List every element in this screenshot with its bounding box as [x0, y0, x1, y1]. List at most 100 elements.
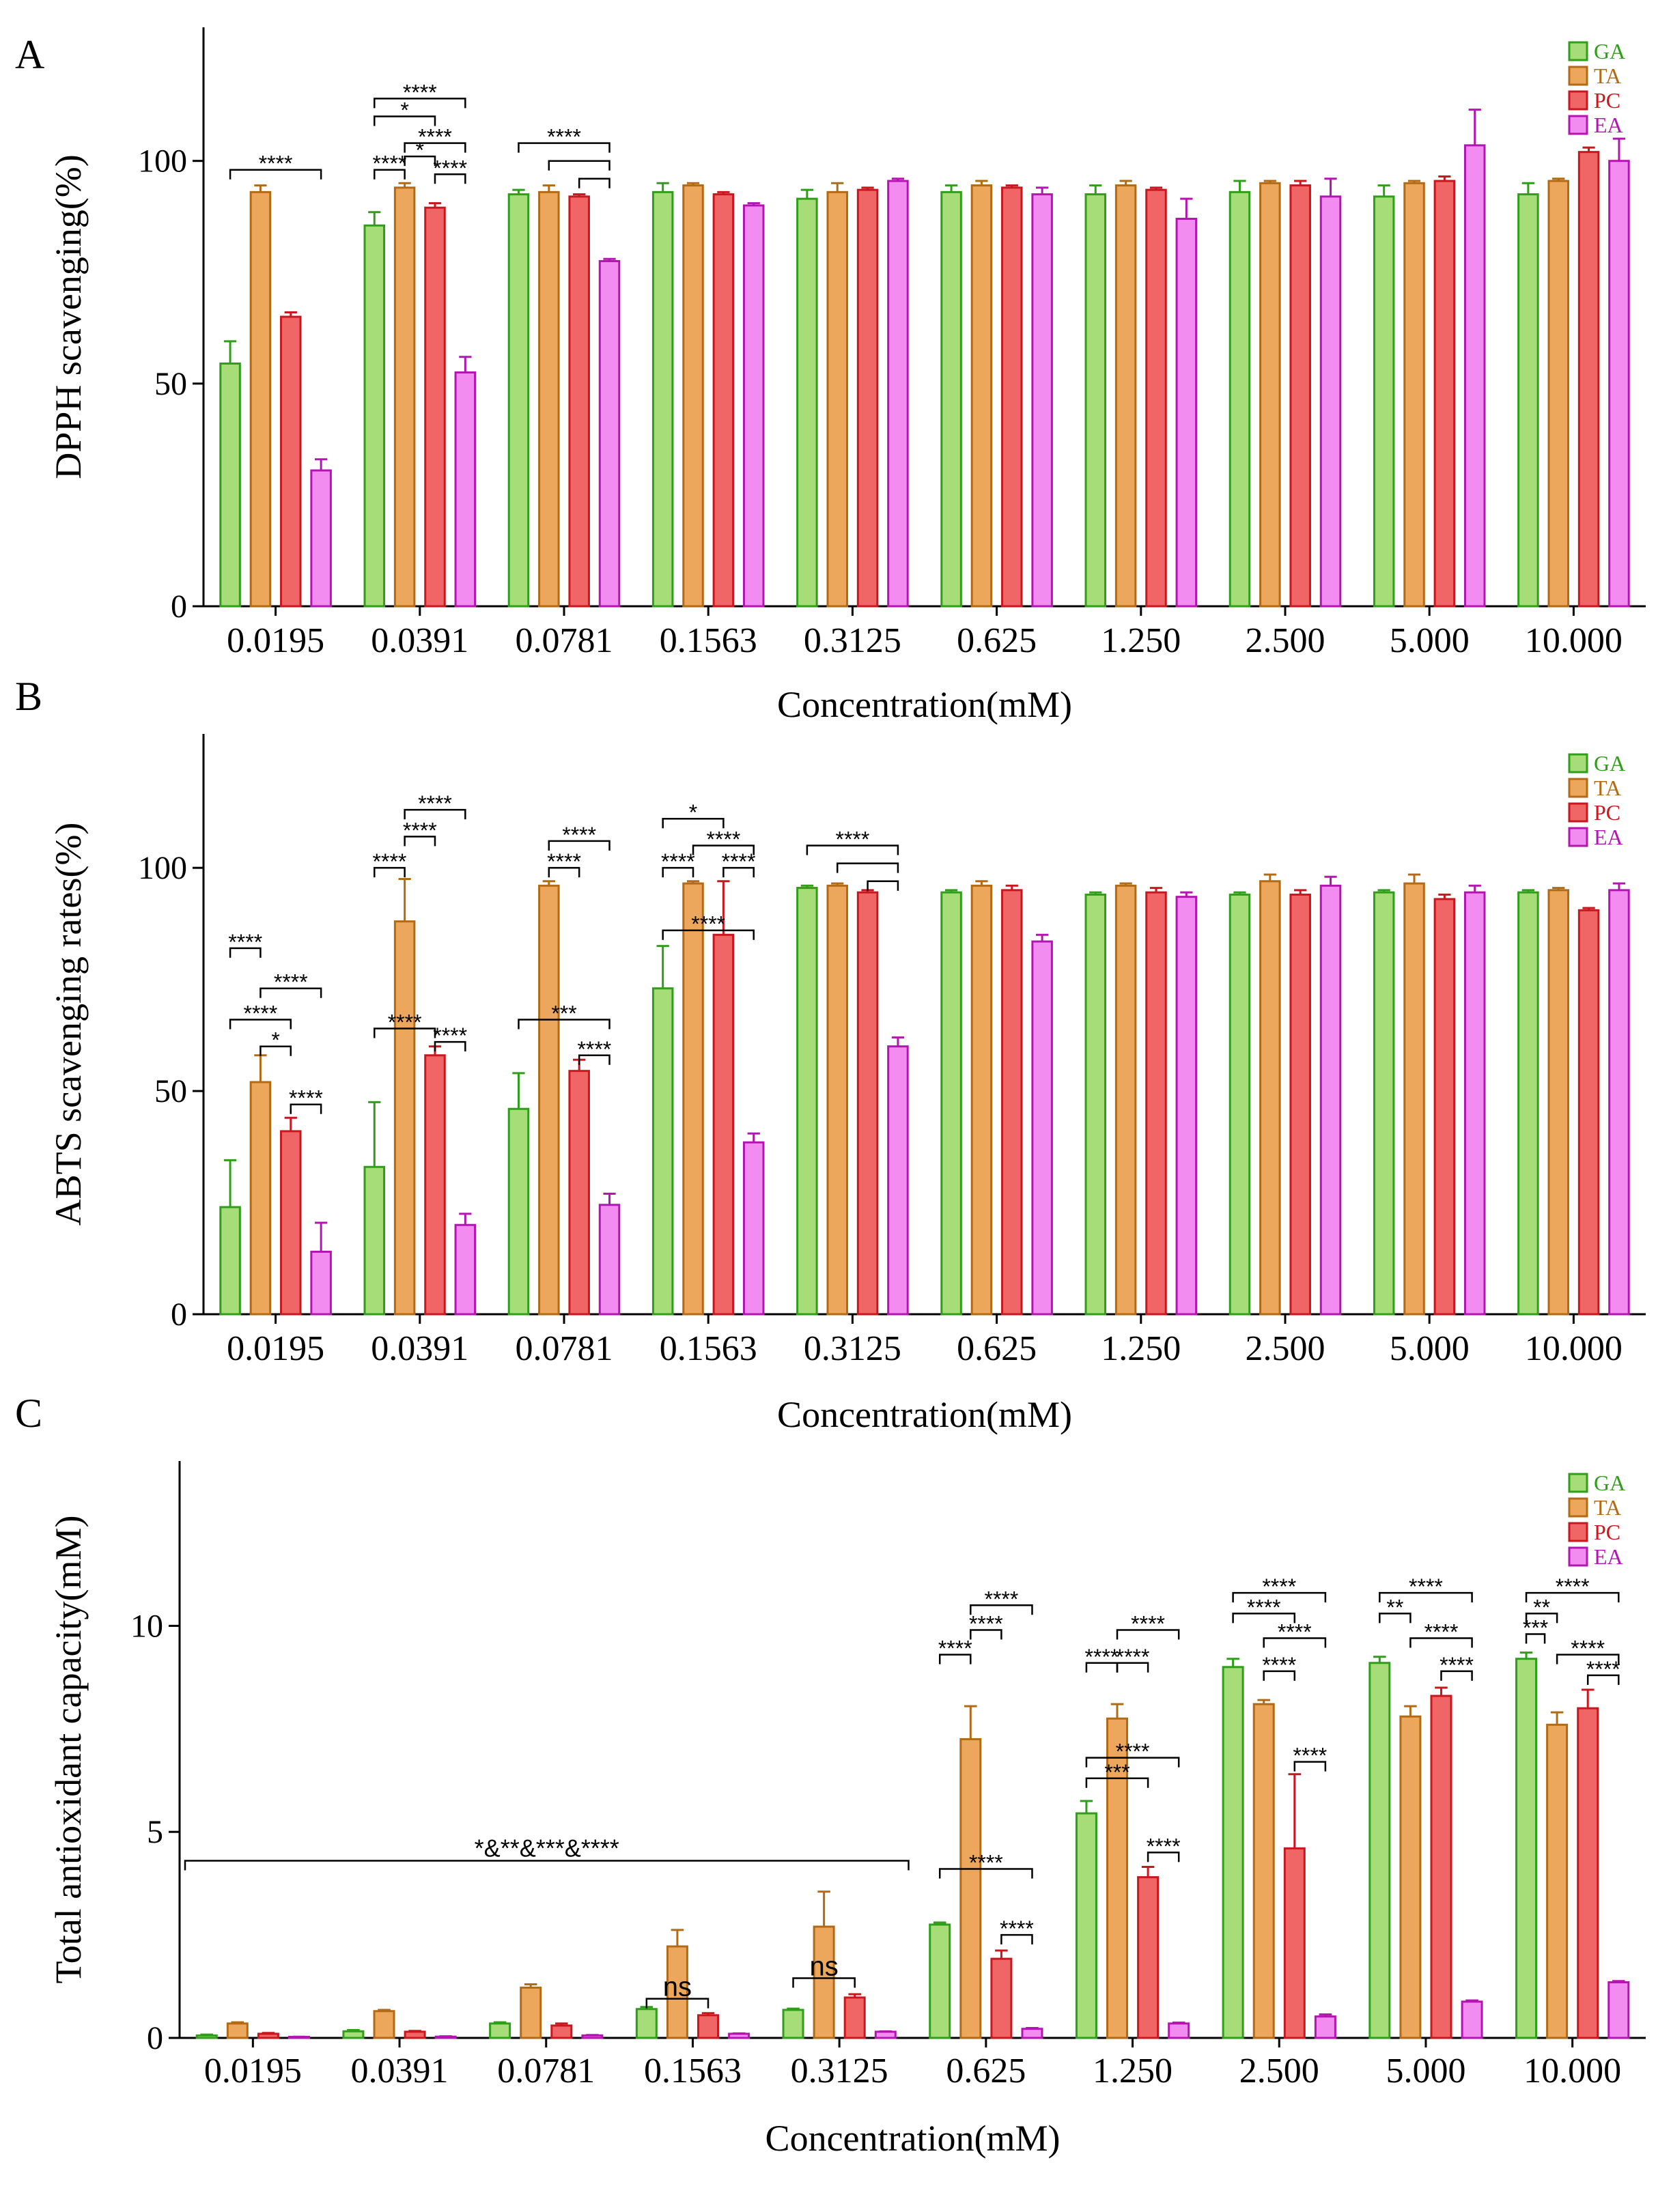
significance-bracket: ****	[1525, 1574, 1620, 1603]
bar-EA-1.250	[1168, 2022, 1190, 2039]
significance-bracket: ****	[373, 849, 407, 878]
bar-PC-0.0781	[568, 1070, 590, 1316]
significance-label: ****	[1409, 1574, 1443, 1599]
significance-label: ****	[433, 156, 467, 180]
bar-PC-10.000	[1577, 1707, 1599, 2039]
significance-label: ****	[562, 823, 596, 847]
x-tick-label: 0.625	[957, 621, 1037, 660]
significance-label: ****	[388, 1010, 422, 1035]
bar-PC-0.3125	[843, 1996, 866, 2039]
bar-TA-0.0391	[373, 2010, 395, 2039]
legend-label-PC: PC	[1594, 88, 1620, 113]
significance-bracket: ****	[938, 1851, 1033, 1879]
significance-bracket: ****	[373, 152, 407, 180]
x-tick-label: 0.3125	[804, 621, 901, 660]
y-tick-label: 50	[154, 1073, 187, 1109]
bar-GA-0.3125	[782, 2009, 804, 2039]
bar-GA-2.500	[1222, 1666, 1244, 2039]
bar-PC-0.1563	[712, 933, 735, 1316]
significance-label: ns	[663, 1972, 692, 2002]
significance-label: ****	[969, 1851, 1003, 1875]
significance-label: ****	[691, 912, 725, 937]
significance-bracket: ns	[792, 1951, 856, 1988]
significance-bracket: ****	[433, 1023, 467, 1052]
bar-EA-0.3125	[887, 1045, 909, 1316]
significance-bracket: ****	[1409, 1620, 1473, 1648]
bar-EA-5.000	[1463, 891, 1486, 1316]
y-tick-label: 100	[138, 850, 187, 886]
significance-bracket: ****	[662, 912, 755, 940]
bar-GA-0.3125	[796, 197, 818, 608]
significance-bracket: ****	[692, 827, 755, 855]
significance-label: ****	[835, 827, 869, 851]
significance-bracket: ****	[228, 930, 262, 958]
significance-label: ****	[418, 791, 452, 816]
significance-bracket: ****	[404, 125, 466, 153]
bar-GA-0.0781	[507, 1107, 530, 1316]
significance-bracket: ****	[806, 827, 899, 855]
bar-TA-0.0195	[249, 1081, 272, 1316]
bar-TA-0.3125	[813, 1925, 835, 2039]
bar-GA-5.000	[1368, 1662, 1391, 2039]
bar-EA-0.0781	[598, 259, 621, 608]
bar-GA-0.0391	[363, 1165, 386, 1316]
bar-PC-1.250	[1145, 188, 1167, 608]
bar-EA-0.625	[1031, 193, 1053, 608]
significance-label: ****	[938, 1636, 972, 1661]
legend-label-EA: EA	[1594, 113, 1623, 137]
bar-TA-0.1563	[682, 882, 704, 1316]
bar-TA-5.000	[1403, 182, 1425, 608]
bar-TA-0.0195	[249, 190, 272, 608]
panel-B: B 0 50 100 0.0195 0.0391 0.0781 0.1563 0.3125 0.6…	[15, 674, 1646, 1435]
bar-PC-1.250	[1145, 891, 1167, 1316]
bar-EA-0.0195	[310, 1250, 332, 1316]
significance-label: ****	[228, 930, 262, 954]
significance-label: ****	[373, 152, 407, 176]
bar-TA-0.0391	[393, 186, 416, 608]
significance-bracket: ****	[229, 152, 322, 180]
significance-label: ****	[1131, 1611, 1165, 1636]
significance-bracket: ****	[259, 970, 322, 998]
significance-label: ****	[373, 849, 407, 874]
bar-EA-0.1563	[728, 2032, 750, 2039]
bar-TA-0.625	[970, 884, 993, 1316]
bar-GA-0.0391	[342, 2030, 365, 2039]
x-axis-label: Concentration(mM)	[777, 1394, 1072, 1435]
bar-TA-0.0781	[538, 884, 560, 1316]
y-axis-label: DPPH scavenging(%)	[48, 154, 89, 479]
legend-label-GA: GA	[1594, 1471, 1625, 1495]
significance-bracket: ****	[1440, 1653, 1474, 1681]
significance-label: ***	[551, 1001, 576, 1025]
bar-EA-2.500	[1319, 884, 1342, 1316]
bar-PC-0.0391	[404, 2030, 426, 2039]
bar-EA-0.0195	[310, 469, 332, 608]
bar-EA-0.1563	[742, 1141, 765, 1316]
bar-GA-0.0781	[489, 2022, 511, 2039]
x-tick-label: 0.0781	[516, 621, 613, 660]
bar-TA-2.500	[1259, 880, 1281, 1316]
bar-GA-2.500	[1228, 893, 1251, 1316]
bar-EA-10.000	[1608, 160, 1630, 608]
x-tick-label: 0.0391	[351, 2052, 449, 2090]
significance-label: ****	[547, 125, 581, 150]
significance-label: ****	[1116, 1740, 1150, 1764]
bar-PC-0.625	[1001, 186, 1023, 608]
bar-TA-1.250	[1114, 184, 1137, 608]
legend-label-TA: TA	[1594, 1495, 1621, 1520]
bar-PC-0.625	[1001, 889, 1023, 1316]
y-tick-label: 0	[171, 1296, 187, 1333]
significance-label: *	[416, 138, 424, 162]
bar-PC-0.0391	[424, 1054, 446, 1316]
significance-label: ****	[1586, 1657, 1620, 1682]
bar-PC-1.250	[1137, 1876, 1160, 2039]
x-tick-label: 5.000	[1386, 2052, 1465, 2090]
significance-bracket: ****	[229, 1001, 292, 1030]
significance-bracket: ****	[374, 1010, 436, 1038]
significance-bracket: ****	[1586, 1657, 1620, 1685]
bar-TA-0.625	[970, 184, 993, 608]
significance-bracket: ***	[1085, 1760, 1149, 1788]
legend-swatch-EA	[1568, 115, 1588, 135]
significance-bracket: ****	[1232, 1574, 1327, 1603]
